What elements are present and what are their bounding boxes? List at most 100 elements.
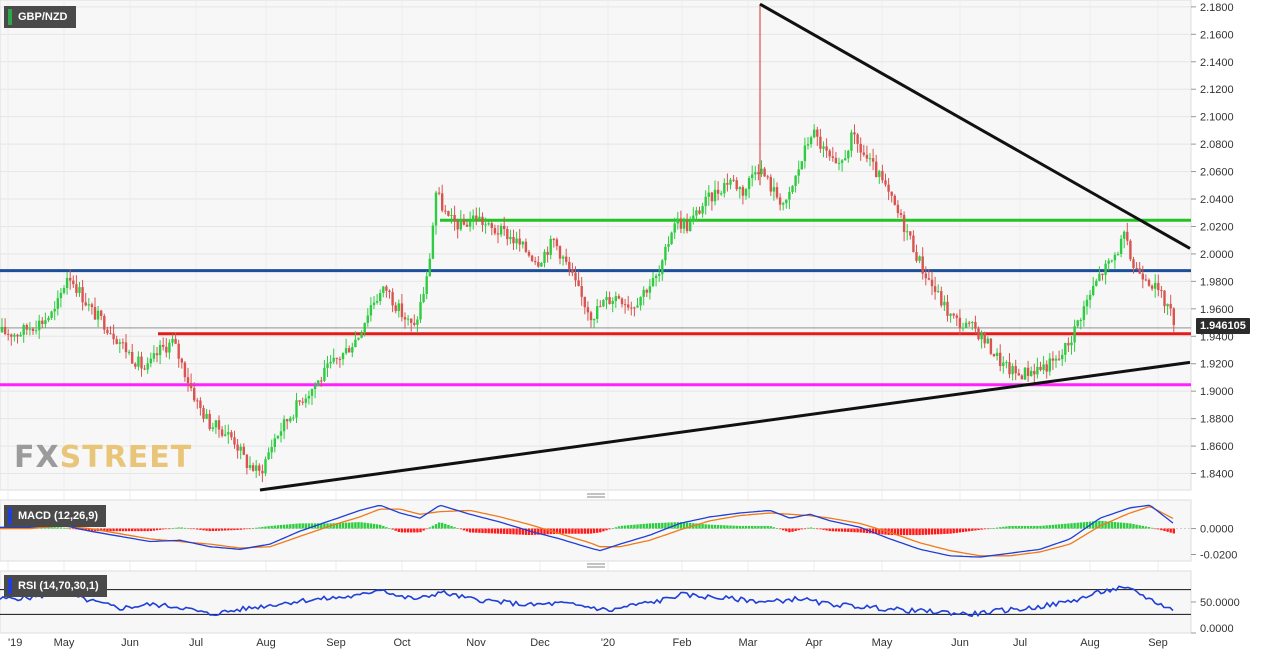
- macd-label[interactable]: MACD (12,26,9): [4, 505, 107, 527]
- macd-histogram-bar: [617, 526, 621, 529]
- macd-panel: [0, 499, 1192, 562]
- macd-histogram-bar: [999, 527, 1002, 529]
- macd-histogram-bar: [183, 527, 187, 529]
- candle-body: [162, 344, 165, 347]
- macd-histogram-bar: [279, 525, 283, 529]
- macd-histogram-bar: [109, 528, 112, 532]
- candle-body: [431, 225, 435, 259]
- macd-histogram-bar: [59, 527, 63, 529]
- macd-histogram-bar: [592, 528, 596, 534]
- candle-body: [208, 413, 211, 429]
- candle-body: [3, 326, 7, 334]
- candle-body: [602, 300, 605, 307]
- macd-histogram-bar: [918, 528, 921, 536]
- macd-histogram-bar: [769, 526, 772, 529]
- price-tick-label: 2.1800: [1200, 2, 1234, 14]
- candle-body: [106, 329, 109, 334]
- price-tick-label: 1.9400: [1200, 331, 1234, 343]
- macd-signal-line: [0, 506, 1174, 557]
- macd-histogram-bar: [614, 527, 617, 529]
- candle-body: [103, 315, 106, 330]
- candle-body: [530, 255, 534, 261]
- candle-body: [682, 221, 686, 229]
- macd-histogram-bar: [292, 523, 295, 529]
- macd-histogram-bar: [1147, 527, 1151, 529]
- candle-body: [1126, 231, 1129, 241]
- candle-body: [1042, 364, 1045, 370]
- candle-body: [775, 187, 779, 198]
- time-tick-label: Sep: [1148, 637, 1168, 649]
- candle-body: [642, 289, 645, 297]
- candle-body: [96, 310, 100, 320]
- candle-body: [503, 225, 506, 230]
- candle-body: [168, 342, 171, 353]
- macd-histogram-bar: [840, 528, 844, 532]
- macd-histogram-bar: [689, 522, 692, 529]
- candle-body: [1092, 285, 1095, 295]
- candle-body: [1020, 375, 1024, 380]
- macd-histogram-bar: [992, 528, 996, 529]
- candle-body: [803, 145, 807, 162]
- candle-body: [1166, 303, 1169, 307]
- macd-histogram-bar: [940, 528, 943, 535]
- macd-histogram-bar: [636, 524, 639, 529]
- symbol-label[interactable]: GBP/NZD: [4, 6, 76, 28]
- candle-body: [735, 180, 738, 190]
- candle-body: [174, 338, 177, 344]
- candle-body: [986, 338, 989, 344]
- candle-body: [357, 337, 360, 340]
- candle-body: [862, 152, 865, 155]
- macd-histogram-bar: [896, 528, 900, 536]
- rsi-label[interactable]: RSI (14,70,30,1): [4, 575, 107, 597]
- candle-body: [999, 352, 1002, 367]
- macd-histogram-bar: [286, 524, 289, 529]
- candle-body: [100, 310, 103, 316]
- macd-histogram-bar: [115, 528, 118, 532]
- candle-body: [109, 333, 112, 335]
- macd-histogram-bar: [825, 528, 828, 531]
- time-tick-label: May: [872, 637, 893, 649]
- time-tick-label: Aug: [1080, 637, 1100, 649]
- candle-body: [924, 273, 927, 279]
- macd-histogram-bar: [837, 528, 841, 532]
- candle-body: [1160, 290, 1163, 292]
- candle-body: [304, 398, 307, 403]
- macd-histogram-bar: [707, 524, 710, 529]
- price-tick-label: 1.8600: [1200, 441, 1234, 453]
- macd-histogram-bar: [348, 522, 351, 529]
- macd-histogram-bar: [72, 528, 75, 530]
- macd-histogram-bar: [751, 525, 754, 529]
- macd-histogram-bar: [1014, 525, 1017, 529]
- candle-body: [323, 367, 326, 381]
- price-axis: 2.1800 2.1600 2.1400 2.1200 2.1000 2.0800 2.06…: [1191, 2, 1234, 481]
- candle-body: [695, 210, 698, 216]
- macd-histogram-bar: [732, 525, 735, 529]
- macd-histogram-bar: [391, 528, 394, 530]
- candle-body: [121, 342, 125, 344]
- macd-histogram-bar: [338, 522, 342, 529]
- macd-histogram-bar: [794, 528, 797, 531]
- candle-body: [360, 332, 363, 338]
- candle-body: [760, 168, 763, 175]
- panel-resize-handle-rsi[interactable]: [587, 563, 605, 568]
- macd-histogram-bar: [828, 528, 831, 532]
- macd-histogram-bar: [1030, 525, 1033, 529]
- macd-histogram-bar: [366, 523, 369, 529]
- candle-body: [918, 256, 921, 261]
- macd-histogram-bar: [323, 523, 326, 529]
- macd-histogram-bar: [754, 525, 757, 529]
- macd-histogram-bar: [924, 528, 927, 535]
- macd-histogram-bar: [84, 528, 87, 531]
- macd-histogram-bar: [351, 522, 354, 529]
- macd-histogram-bar: [831, 528, 834, 532]
- candle-body: [41, 320, 44, 325]
- price-tick-label: 1.9000: [1200, 386, 1234, 398]
- macd-histogram-bar: [301, 523, 304, 529]
- candle-body: [778, 197, 782, 205]
- panel-resize-handle-macd[interactable]: [587, 493, 605, 498]
- candle-body: [716, 189, 720, 194]
- candle-body: [1030, 370, 1033, 376]
- candle-body: [1076, 320, 1079, 327]
- candle-body: [177, 343, 180, 359]
- candle-body: [751, 174, 754, 179]
